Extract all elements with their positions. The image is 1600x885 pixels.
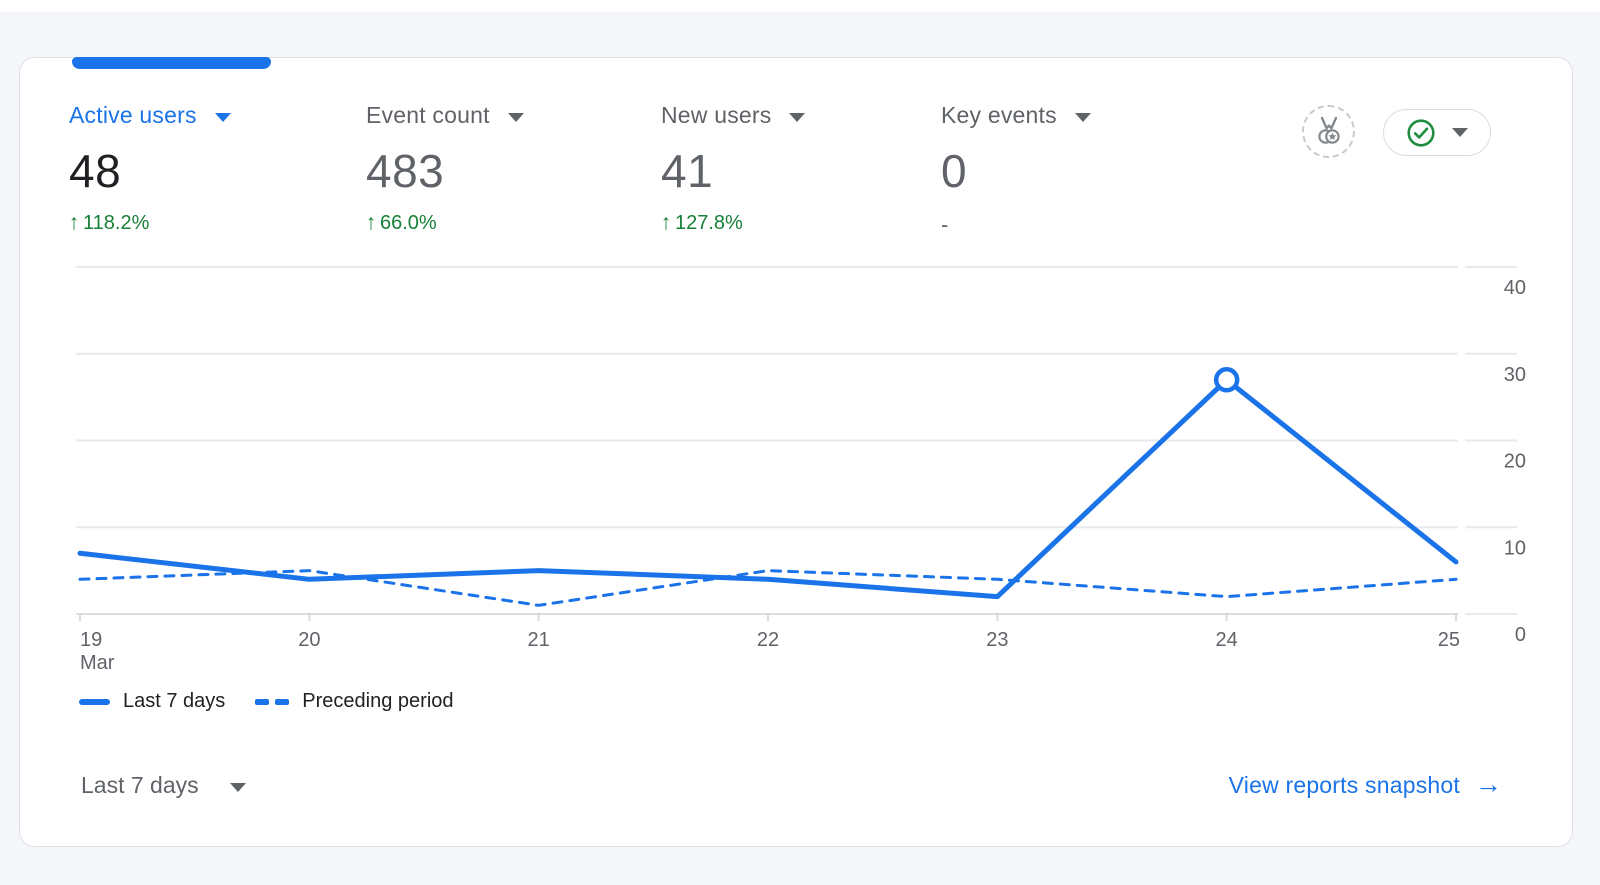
- x-axis-sublabel: Mar: [80, 652, 115, 674]
- legend-label: Last 7 days: [123, 690, 226, 712]
- metric-selector-new-users[interactable]: New users: [661, 102, 806, 129]
- y-axis-label: 10: [1504, 537, 1526, 559]
- arrow-up-icon: ↑: [661, 210, 671, 236]
- series-line-dashed: [78, 569, 1458, 607]
- view-reports-snapshot-link[interactable]: View reports snapshot →: [1228, 768, 1502, 799]
- x-axis-label: 24: [1216, 629, 1238, 651]
- date-range-dropdown[interactable]: Last 7 days: [81, 772, 246, 799]
- metric-selector-key-events[interactable]: Key events: [941, 102, 1091, 129]
- chart-legend: Last 7 days Preceding period: [79, 690, 454, 713]
- metric-key-events: Key events 0 -: [941, 102, 1091, 238]
- x-axis-label: 20: [298, 629, 320, 651]
- metric-value: 483: [366, 145, 445, 197]
- x-axis-label: 21: [528, 629, 550, 651]
- x-axis-label: 25: [1438, 629, 1460, 651]
- benchmark-medal-button[interactable]: [1302, 105, 1355, 158]
- y-axis-label: 30: [1504, 364, 1526, 386]
- arrow-up-icon: ↑: [69, 210, 79, 236]
- delta-value: -: [941, 212, 949, 237]
- metric-selector-active-users[interactable]: Active users: [69, 102, 231, 129]
- dashed-line-swatch-icon: [255, 698, 290, 705]
- chevron-down-icon: [789, 112, 806, 122]
- card-footer: Last 7 days View reports snapshot →: [81, 760, 1502, 810]
- check-circle-icon: [1407, 118, 1435, 147]
- delta-value: 127.8%: [675, 212, 743, 234]
- delta-value: 66.0%: [380, 212, 437, 234]
- metric-label: Key events: [941, 102, 1057, 128]
- metric-value: 41: [661, 145, 714, 197]
- metric-event-count: Event count 483 ↑ 66.0%: [366, 102, 524, 235]
- active-tab-indicator: [72, 57, 271, 69]
- legend-label: Preceding period: [302, 690, 454, 712]
- x-axis-label: 23: [986, 629, 1008, 651]
- active-users-line-chart[interactable]: 0 10 20 30 40 19 Mar 20 21 22 23 24 25: [20, 258, 1574, 678]
- y-axis-label: 0: [1515, 624, 1526, 646]
- chevron-down-icon: [507, 112, 524, 122]
- arrow-up-icon: ↑: [366, 210, 376, 236]
- arrow-right-icon: →: [1475, 768, 1502, 799]
- metric-delta: ↑ 118.2%: [69, 210, 231, 236]
- metric-new-users: New users 41 ↑ 127.8%: [661, 102, 806, 236]
- benchmark-medal-icon: [1317, 116, 1340, 144]
- metric-active-users: Active users 48 ↑ 118.2%: [69, 102, 231, 235]
- y-axis-label: 40: [1504, 277, 1526, 299]
- legend-item-preceding-period: Preceding period: [255, 690, 454, 713]
- metric-label: Active users: [69, 102, 197, 128]
- link-label: View reports snapshot: [1228, 771, 1460, 798]
- metric-label: New users: [661, 102, 772, 128]
- chevron-down-icon: [229, 782, 246, 792]
- metric-delta: ↑ 66.0%: [366, 210, 524, 236]
- solid-line-swatch-icon: [79, 698, 110, 705]
- legend-item-last-7-days: Last 7 days: [79, 690, 225, 713]
- page-top-strip: [0, 0, 1600, 12]
- metric-label: Event count: [366, 102, 490, 128]
- y-axis-label: 20: [1504, 451, 1526, 473]
- date-range-label: Last 7 days: [81, 771, 199, 798]
- chevron-down-icon: [1452, 128, 1468, 137]
- metric-value: 48: [69, 145, 122, 197]
- data-status-dropdown[interactable]: [1383, 109, 1491, 156]
- metric-selector-event-count[interactable]: Event count: [366, 102, 524, 129]
- metric-delta: ↑ 127.8%: [661, 210, 805, 236]
- series-line-solid: [77, 377, 1459, 600]
- x-axis-label: 19: [80, 629, 102, 651]
- chevron-down-icon: [1074, 112, 1091, 122]
- analytics-overview-card: Active users 48 ↑ 118.2% Event count 483…: [19, 57, 1573, 847]
- metric-delta: -: [941, 212, 1091, 238]
- chevron-down-icon: [214, 112, 231, 122]
- delta-value: 118.2%: [83, 212, 150, 234]
- metric-value: 0: [941, 145, 968, 197]
- x-axis-label: 22: [757, 629, 779, 651]
- data-point-marker: [1213, 367, 1240, 393]
